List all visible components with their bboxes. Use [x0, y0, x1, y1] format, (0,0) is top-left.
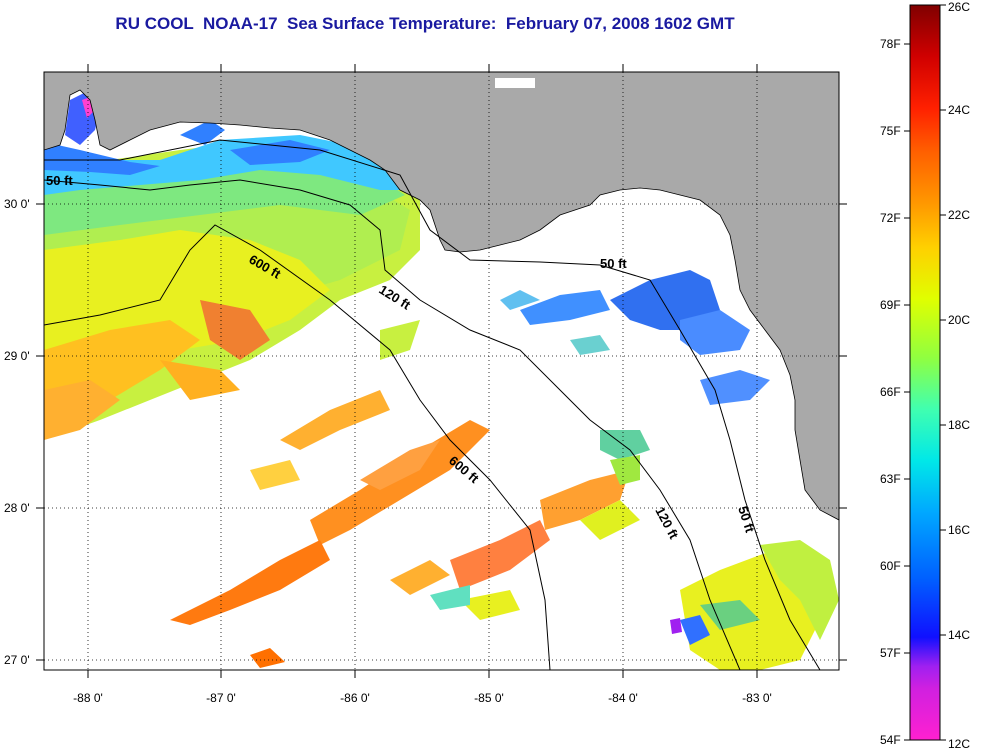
contour-label-50ft-west: 50 ft: [46, 173, 73, 188]
colorbar-f-label: 72F: [880, 211, 901, 225]
lat-tick-label: 29 0': [4, 349, 30, 363]
colorbar-c-label: 22C: [948, 208, 970, 222]
lon-tick-label: -85 0': [474, 691, 504, 705]
colorbar-f-label: 75F: [880, 124, 901, 138]
lon-tick-label: -88 0': [73, 691, 103, 705]
lon-tick-label: -86 0': [340, 691, 370, 705]
colorbar: 78F 75F 72F 69F 66F 63F 60F 57F 54F 26C …: [880, 0, 970, 751]
lat-lon-grid: [44, 72, 839, 670]
colorbar-c-label: 12C: [948, 737, 970, 751]
lon-tick-label: -84 0': [608, 691, 638, 705]
lat-tick-label: 28 0': [4, 501, 30, 515]
colorbar-c-label: 16C: [948, 523, 970, 537]
bathymetry-contours: [44, 139, 821, 670]
contour-600ft: [44, 224, 551, 670]
lat-tick-label: 30 0': [4, 197, 30, 211]
colorbar-f-label: 60F: [880, 559, 901, 573]
colorbar-c-label: 14C: [948, 628, 970, 642]
tick-marks: [36, 64, 847, 678]
land-mass: [44, 72, 839, 521]
colorbar-gradient: [909, 4, 941, 741]
sst-field: [44, 90, 839, 670]
contour-120ft: [44, 179, 741, 670]
lon-tick-label: -83 0': [742, 691, 772, 705]
colorbar-f-label: 63F: [880, 472, 901, 486]
colorbar-c-label: 24C: [948, 103, 970, 117]
colorbar-c-label: 20C: [948, 313, 970, 327]
colorbar-c-label: 18C: [948, 418, 970, 432]
colorbar-c-label: 26C: [948, 0, 970, 14]
colorbar-f-label: 66F: [880, 385, 901, 399]
colorbar-f-label: 78F: [880, 37, 901, 51]
map-frame: [43, 71, 840, 671]
lat-tick-label: 27 0': [4, 653, 30, 667]
lon-tick-label: -87 0': [206, 691, 236, 705]
contour-50ft: [44, 139, 821, 670]
colorbar-f-label: 57F: [880, 646, 901, 660]
colorbar-f-label: 54F: [880, 733, 901, 747]
map-plot-area: 50 ft 600 ft 120 ft 50 ft 600 ft 120 ft …: [44, 72, 839, 670]
map-title: RU COOL NOAA-17 Sea Surface Temperature:…: [115, 14, 735, 33]
colorbar-f-label: 69F: [880, 298, 901, 312]
small-cloud-patch: [495, 78, 535, 88]
contour-label-50ft-north: 50 ft: [600, 256, 627, 271]
